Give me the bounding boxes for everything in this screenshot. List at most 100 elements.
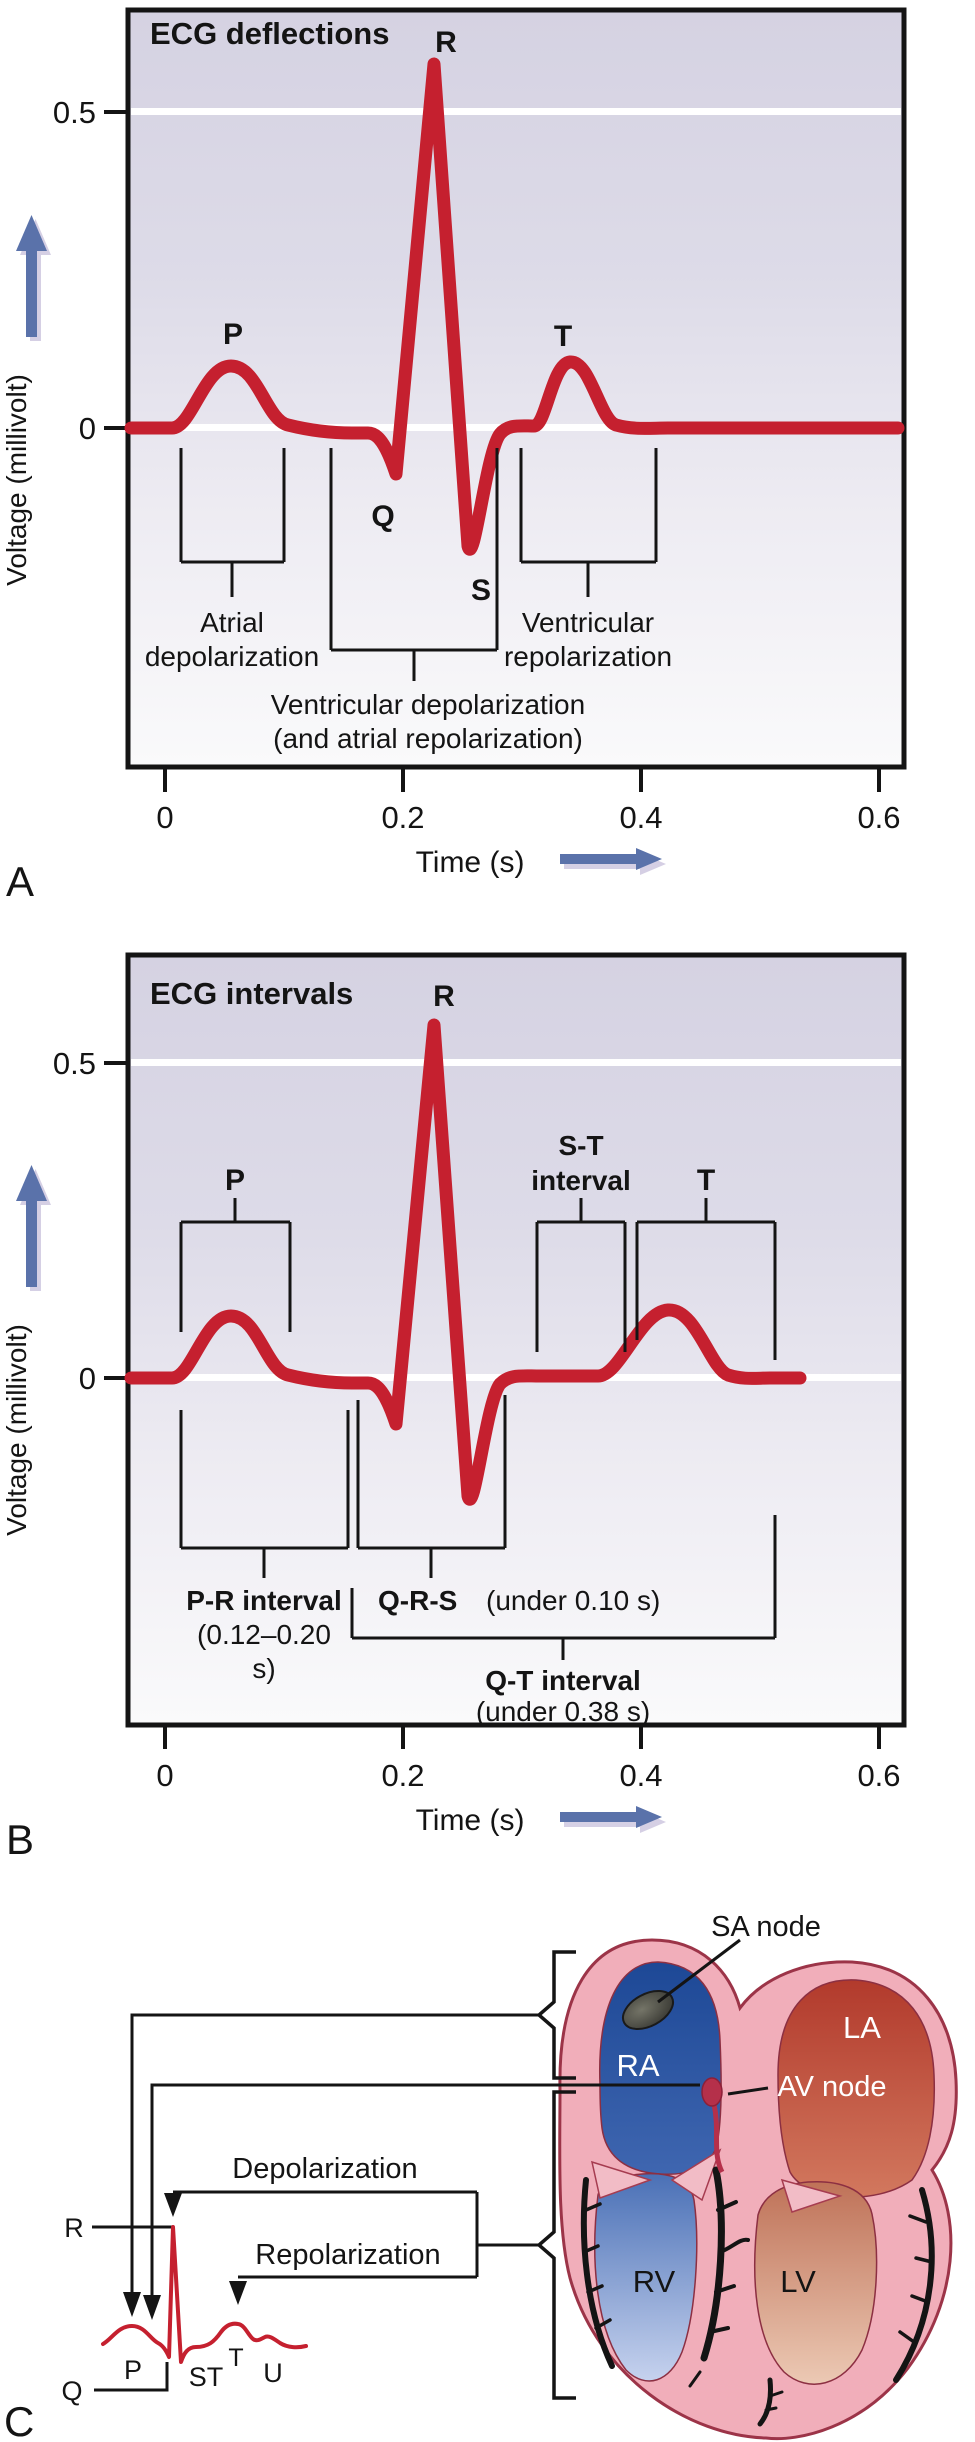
tricuspid-valve-flap [590, 2160, 653, 2199]
arrowhead-depolarization-icon [164, 2193, 182, 2217]
y-ticks-a [104, 110, 128, 430]
small-ecg-r-label: R [64, 2213, 84, 2243]
repolarization-label: Repolarization [255, 2239, 440, 2271]
arrowhead-p2-icon [143, 2295, 161, 2320]
la-label: LA [843, 2010, 881, 2045]
bracket-ventricular-repolarization [519, 448, 658, 597]
sa-node-leader-line [657, 1938, 741, 2004]
label-qt-1: Q-T interval [485, 1665, 641, 1696]
y-tick-label-0p5-b: 0.5 [53, 1046, 96, 1081]
x-tick-02-a: 0.2 [381, 800, 424, 835]
y-axis-title-a: Voltage (millivolt) [1, 374, 32, 586]
wave-label-q-a: Q [371, 500, 394, 533]
bracket-t-wave [635, 1198, 777, 1360]
small-ecg-t-label: T [228, 2344, 243, 2372]
small-ecg-u-label: U [263, 2358, 283, 2388]
bracket-qt-interval [350, 1515, 777, 1660]
x-tick-04-b: 0.4 [619, 1758, 662, 1793]
y-tick-label-0-b: 0 [79, 1361, 96, 1396]
y-tick-label-0p5: 0.5 [53, 95, 96, 130]
x-ticks-b [163, 1725, 881, 1749]
bracket-pr-interval [179, 1410, 350, 1578]
label-vent-depol-2: (and atrial repolarization) [273, 723, 583, 754]
panel-c: SA node AV node RA LA RV LV Depolarizati… [0, 1880, 975, 2442]
x-tick-0-b: 0 [156, 1758, 173, 1793]
x-axis-title-a: Time (s) [416, 846, 525, 879]
y-tick-label-0: 0 [79, 411, 96, 446]
gridline-0p5-b [131, 1059, 901, 1066]
ecg-trace-b [124, 1018, 807, 1506]
rv-label: RV [633, 2264, 676, 2299]
bracket-p-wave [179, 1198, 292, 1332]
wave-label-p-a: P [223, 318, 243, 351]
line-av-to-p-wave [150, 2083, 700, 2307]
left-atrium-chamber [777, 1979, 936, 2198]
av-node [701, 2077, 723, 2107]
line-atria-to-p-wave [130, 2013, 539, 2304]
ecg-trace-a [124, 57, 905, 556]
mitral-valve-flap [780, 2178, 843, 2213]
voltage-arrow-icon-a [16, 215, 51, 341]
small-ecg-trace [101, 2225, 308, 2364]
x-tick-02-b: 0.2 [381, 1758, 424, 1793]
sa-node-label: SA node [711, 1911, 821, 1943]
label-pr-2: (0.12–0.20 [197, 1619, 331, 1650]
arrowhead-repolarization-icon [229, 2281, 247, 2305]
x-tick-0-a: 0 [156, 800, 173, 835]
small-ecg-q-label: Q [61, 2376, 82, 2406]
line-box-to-ventricle-brace [475, 2192, 539, 2277]
panel-b: 0.5 0 ECG intervals R P T S-T interval P… [0, 940, 975, 1880]
label-pr-1: P-R interval [186, 1585, 342, 1616]
label-qrs-bold: Q-R-S [378, 1585, 457, 1616]
depolarization-label: Depolarization [232, 2153, 417, 2185]
lv-label: LV [780, 2264, 816, 2299]
label-st-2: interval [531, 1165, 631, 1196]
bracket-atrial-depolarization [179, 448, 286, 597]
label-qt-2: (under 0.38 s) [476, 1696, 650, 1727]
right-ventricle-chamber [594, 2172, 698, 2382]
line-q-label [94, 2362, 169, 2392]
y-axis-title-b: Voltage (millivolt) [1, 1324, 32, 1536]
y-ticks-b [104, 1061, 128, 1380]
valve-flap [670, 2148, 722, 2202]
time-arrow-icon-b [560, 1806, 666, 1833]
panel-c-svg: SA node AV node RA LA RV LV Depolarizati… [4, 1911, 958, 2442]
wave-label-p-b: P [225, 1164, 245, 1197]
wave-label-s-a: S [471, 574, 491, 607]
wave-label-r-b: R [433, 980, 455, 1013]
panel-b-title: ECG intervals [150, 976, 353, 1011]
wave-label-t-b: T [697, 1164, 715, 1197]
label-pr-3: s) [252, 1653, 275, 1684]
heart-illustration [558, 1938, 958, 2441]
panel-a-title: ECG deflections [150, 16, 389, 51]
x-ticks-a [163, 768, 881, 792]
bracket-st-interval [535, 1198, 627, 1352]
av-bundle [711, 2103, 725, 2174]
x-tick-06-b: 0.6 [857, 1758, 900, 1793]
bracket-ventricular-depolarization [329, 448, 499, 681]
panel-letter-a: A [6, 858, 34, 905]
panel-a: 0.5 0 ECG deflections R P Q S T Atrial d… [0, 0, 975, 935]
x-tick-06-a: 0.6 [857, 800, 900, 835]
label-st-1: S-T [558, 1130, 603, 1161]
ra-label: RA [616, 2048, 659, 2083]
panel-letter-c: C [4, 2398, 34, 2442]
time-arrow-icon-a [560, 848, 666, 875]
panel-a-svg: 0.5 0 ECG deflections R P Q S T Atrial d… [1, 7, 907, 905]
small-ecg-st-label: ST [189, 2362, 224, 2392]
wave-label-t-a: T [554, 320, 572, 353]
arrowhead-p1-icon [123, 2292, 141, 2317]
purkinje-vessel-branches [580, 2166, 935, 2427]
wave-label-r-a: R [435, 26, 457, 59]
label-atrial-1: Atrial [200, 607, 264, 638]
av-node-label: AV node [777, 2071, 886, 2103]
left-ventricle-chamber [754, 2180, 878, 2385]
label-vent-repol-2: repolarization [504, 641, 672, 672]
label-vent-depol-1: Ventricular depolarization [271, 689, 585, 720]
x-axis-title-b: Time (s) [416, 1804, 525, 1837]
panel-letter-b: B [6, 1816, 34, 1863]
label-vent-repol-1: Ventricular [522, 607, 654, 638]
label-atrial-2: depolarization [145, 641, 319, 672]
x-tick-04-a: 0.4 [619, 800, 662, 835]
